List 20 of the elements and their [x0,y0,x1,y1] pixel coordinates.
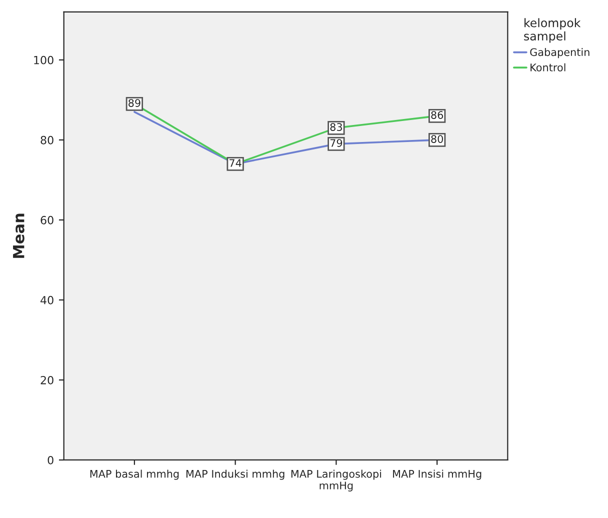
data-label: 80 [431,135,444,143]
y-tick-label: 60 [40,216,54,224]
y-axis-title: Mean [13,214,24,258]
data-label: 89 [128,99,140,107]
y-tick-label: 100 [34,56,54,64]
x-tick-label: MAP Laringoskopi mmHg [291,470,382,492]
data-label: 74 [230,159,242,167]
y-tick-label: 80 [40,136,54,144]
y-tick-label: 20 [40,376,54,384]
data-label: 83 [330,123,342,131]
legend-title: kelompok sampel [524,18,581,43]
legend-label: Gabapentin [530,48,590,58]
data-label: 79 [330,139,342,147]
y-tick-label: 40 [40,296,54,304]
x-tick-label: MAP Induksi mmhg [186,470,284,480]
legend-label: Kontrol [530,63,566,72]
data-label: 86 [431,111,444,119]
x-tick-label: MAP basal mmhg [90,470,179,480]
y-tick-label: 0 [48,456,54,464]
x-tick-label: MAP Insisi mmHg [393,470,482,480]
